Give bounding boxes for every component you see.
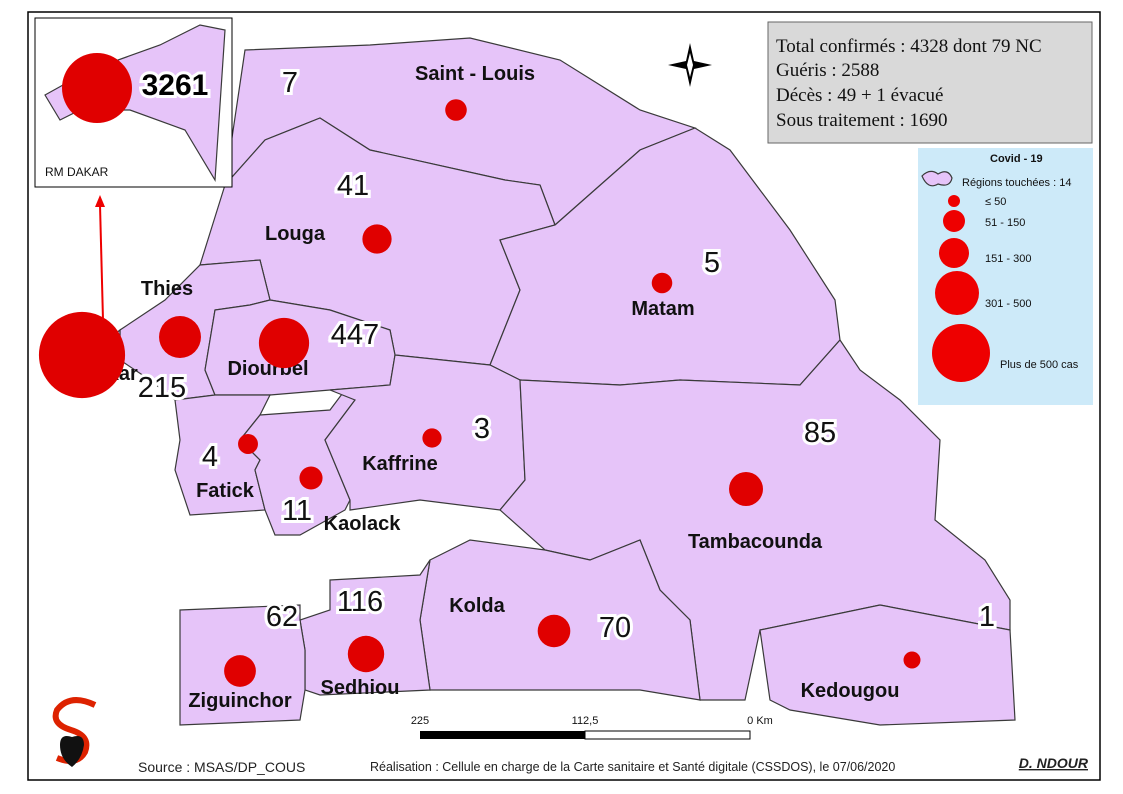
case-count: 70: [599, 612, 631, 644]
legend-symbol: [939, 238, 969, 268]
case-bubble: [258, 317, 310, 369]
legend-class: ≤ 50: [985, 196, 1006, 208]
legend-symbol: [943, 210, 965, 232]
region-name: Saint - Louis: [415, 63, 535, 85]
inset-arrow-head: [95, 195, 105, 207]
logo: [52, 697, 97, 767]
region-name: Thies: [141, 278, 193, 300]
legend-symbol: [948, 195, 960, 207]
legend-title: Covid - 19: [990, 153, 1043, 165]
case-bubble: [729, 472, 763, 506]
case-bubble: [224, 655, 256, 687]
case-count: 447: [331, 319, 379, 351]
footer-source: Source : MSAS/DP_COUS: [138, 759, 305, 775]
scale-label: 112,5: [572, 715, 599, 727]
case-count: 116: [337, 586, 383, 618]
case-bubble: [903, 651, 921, 669]
case-bubble: [651, 272, 673, 294]
region-name: Kaffrine: [362, 453, 438, 475]
legend-class: 51 - 150: [985, 217, 1025, 229]
region-shape: [759, 604, 1016, 726]
stat-line: Décès : 49 + 1 évacué: [776, 85, 943, 106]
region-names: Saint - LouisLougaMatamThiesDiourbelFati…: [82, 63, 899, 712]
legend-class: 301 - 500: [985, 298, 1031, 310]
stat-line: Total confirmés : 4328 dont 79 NC: [776, 36, 1042, 57]
stats-box: [767, 21, 1093, 144]
case-bubble: [159, 316, 201, 358]
case-bubble: [299, 466, 323, 490]
case-count: 215: [138, 372, 186, 404]
case-bubble: [238, 434, 258, 454]
case-count: 7: [282, 67, 298, 99]
region-name: Louga: [265, 223, 326, 245]
case-bubble: [537, 614, 571, 648]
scale-label: 0 Km: [747, 715, 773, 727]
region-name: Kolda: [449, 595, 505, 617]
inset-count: 3261: [142, 69, 209, 102]
region-name: Matam: [631, 298, 694, 320]
region-name: Kedougou: [801, 680, 900, 702]
region-marks: Saint - LouisLougaMatamThiesDiourbelFati…: [38, 63, 998, 712]
legend-area-symbol: [921, 170, 953, 187]
legend-symbol: [932, 324, 990, 382]
region-shape: [299, 559, 431, 696]
stat-line: Guéris : 2588: [776, 60, 879, 81]
case-count: 41: [337, 170, 369, 202]
footer-credit: Réalisation : Cellule en charge de la Ca…: [370, 760, 895, 774]
inset-label: RM DAKAR: [45, 165, 109, 179]
region-name: Fatick: [196, 480, 255, 502]
region-name: Tambacounda: [688, 531, 823, 553]
footer-author: D. NDOUR: [1019, 755, 1089, 771]
case-count: 62: [266, 601, 298, 633]
compass: [668, 43, 712, 87]
case-bubble: [445, 99, 467, 121]
scale-bar: [584, 730, 751, 740]
case-count: 5: [704, 247, 720, 279]
case-count: 1: [979, 601, 995, 633]
region-name: Sedhiou: [321, 677, 400, 699]
legend-symbol: [935, 271, 979, 315]
case-count: 85: [804, 417, 836, 449]
legend-class: 151 - 300: [985, 253, 1031, 265]
region-name: Kaolack: [324, 513, 402, 535]
stat-line: Sous traitement : 1690: [776, 110, 948, 131]
case-bubble: [347, 635, 385, 673]
legend-class: Plus de 500 cas: [1000, 359, 1079, 371]
legend-area: Régions touchées : 14: [962, 177, 1071, 189]
case-count: 4: [202, 441, 218, 473]
inset-arrow: [99, 204, 104, 321]
case-bubble: [422, 428, 442, 448]
case-bubble: [362, 224, 392, 254]
inset-bubble: [62, 53, 132, 123]
scale-label: 225: [411, 715, 429, 727]
case-count: 3: [474, 413, 490, 445]
scale-bar: [420, 731, 585, 739]
case-count: 11: [282, 495, 312, 527]
case-bubble: [38, 311, 126, 399]
region-name: Ziguinchor: [188, 690, 292, 712]
